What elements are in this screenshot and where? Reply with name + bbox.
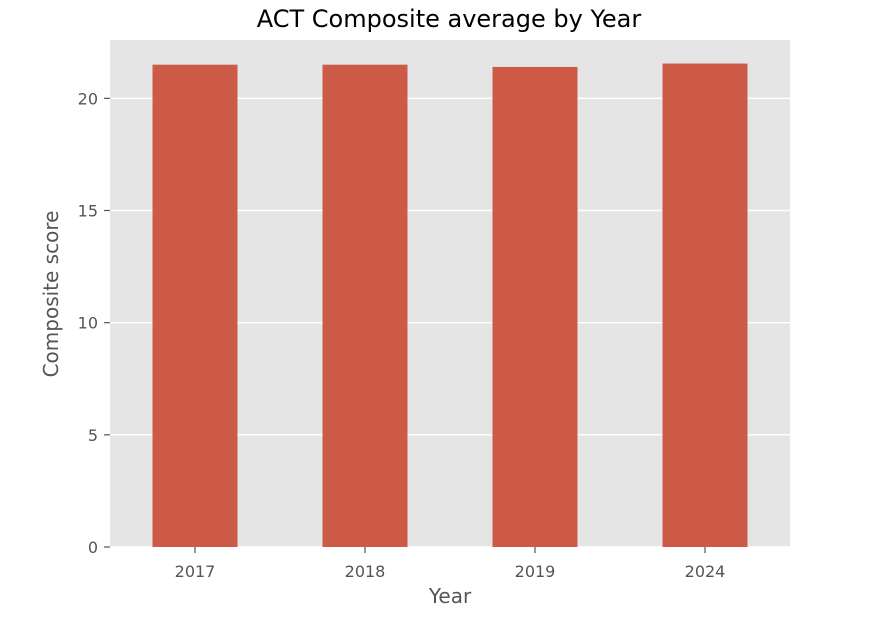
x-tick-label: 2019 bbox=[515, 562, 556, 581]
bars bbox=[152, 63, 748, 548]
y-axis-ticks: 0 5 10 15 20 bbox=[78, 89, 110, 557]
bar-2018 bbox=[322, 64, 408, 547]
y-tick-label: 0 bbox=[88, 538, 98, 557]
x-tick-label: 2017 bbox=[175, 562, 216, 581]
bar-2019 bbox=[492, 66, 578, 548]
bar-2024 bbox=[662, 63, 748, 548]
y-tick-label: 5 bbox=[88, 426, 98, 445]
bar-2017 bbox=[152, 64, 238, 547]
y-tick-label: 10 bbox=[78, 314, 98, 333]
x-axis-label: Year bbox=[428, 584, 472, 608]
x-axis-ticks: 2017 2018 2019 2024 bbox=[175, 547, 726, 581]
x-tick-label: 2018 bbox=[345, 562, 386, 581]
x-tick-label: 2024 bbox=[685, 562, 726, 581]
chart-title: ACT Composite average by Year bbox=[257, 5, 642, 33]
y-axis-label: Composite score bbox=[39, 211, 63, 378]
y-tick-label: 20 bbox=[78, 89, 98, 108]
y-tick-label: 15 bbox=[78, 201, 98, 220]
